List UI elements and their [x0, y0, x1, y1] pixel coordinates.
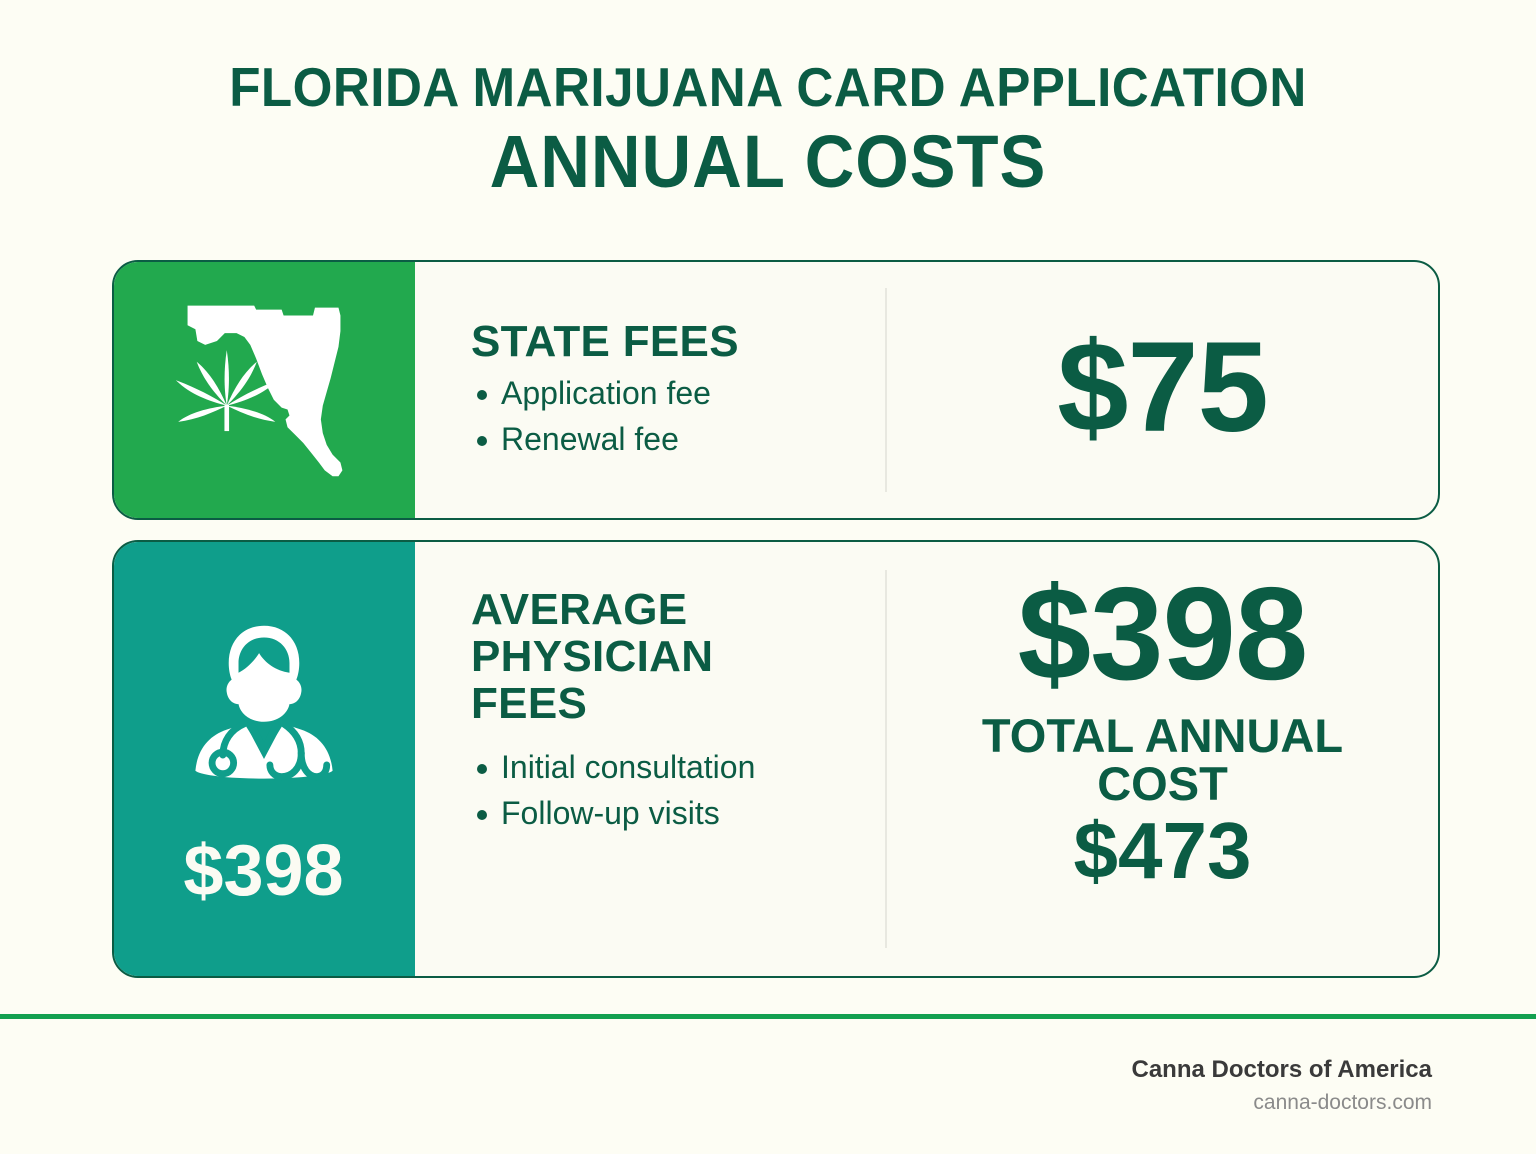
physician-fees-content: AVERAGE PHYSICIAN FEES Initial consultat…: [415, 542, 1438, 976]
list-item: Initial consultation: [471, 745, 885, 790]
list-item: Follow-up visits: [471, 791, 885, 836]
doctor-stethoscope-icon: [166, 612, 362, 813]
state-fees-content: STATE FEES Application fee Renewal fee $…: [415, 262, 1438, 518]
florida-cannabis-leaf-icon: [166, 290, 362, 491]
footer-website-url: canna-doctors.com: [1253, 1091, 1432, 1114]
physician-fees-price: $398: [1017, 560, 1309, 707]
page-title-line2: ANNUAL COSTS: [489, 120, 1047, 204]
footer: Canna Doctors of America canna-doctors.c…: [1131, 1055, 1432, 1116]
card-state-fees: STATE FEES Application fee Renewal fee $…: [112, 260, 1440, 520]
state-fees-text-column: STATE FEES Application fee Renewal fee: [415, 262, 885, 518]
physician-fees-icon-panel: $398: [114, 542, 415, 976]
physician-fees-price-column: $398 TOTAL ANNUAL COST $473: [887, 542, 1438, 976]
state-fees-bullet-list: Application fee Renewal fee: [471, 371, 885, 462]
physician-panel-amount: $398: [183, 830, 344, 911]
state-fees-price: $75: [1057, 316, 1269, 459]
physician-fees-heading: AVERAGE PHYSICIAN FEES: [471, 585, 714, 729]
total-annual-cost-value: $473: [1073, 805, 1252, 895]
state-fees-heading: STATE FEES: [471, 317, 739, 367]
footer-divider-rule: [0, 1014, 1536, 1019]
page-title: FLORIDA MARIJUANA CARD APPLICATION ANNUA…: [0, 0, 1536, 203]
list-item: Renewal fee: [471, 417, 885, 462]
state-fees-price-column: $75: [887, 262, 1438, 518]
state-fees-divider: [885, 288, 887, 492]
physician-fees-text-column: AVERAGE PHYSICIAN FEES Initial consultat…: [415, 542, 885, 976]
card-physician-fees: $398 AVERAGE PHYSICIAN FEES Initial cons…: [112, 540, 1440, 978]
state-fees-icon-panel: [114, 262, 415, 518]
list-item: Application fee: [471, 371, 885, 416]
physician-fees-divider: [885, 570, 887, 948]
page-title-line1: FLORIDA MARIJUANA CARD APPLICATION: [229, 56, 1307, 118]
total-annual-cost-label: TOTAL ANNUAL COST: [981, 709, 1344, 810]
footer-brand-name: Canna Doctors of America: [1131, 1056, 1432, 1083]
physician-fees-bullet-list: Initial consultation Follow-up visits: [471, 745, 885, 836]
